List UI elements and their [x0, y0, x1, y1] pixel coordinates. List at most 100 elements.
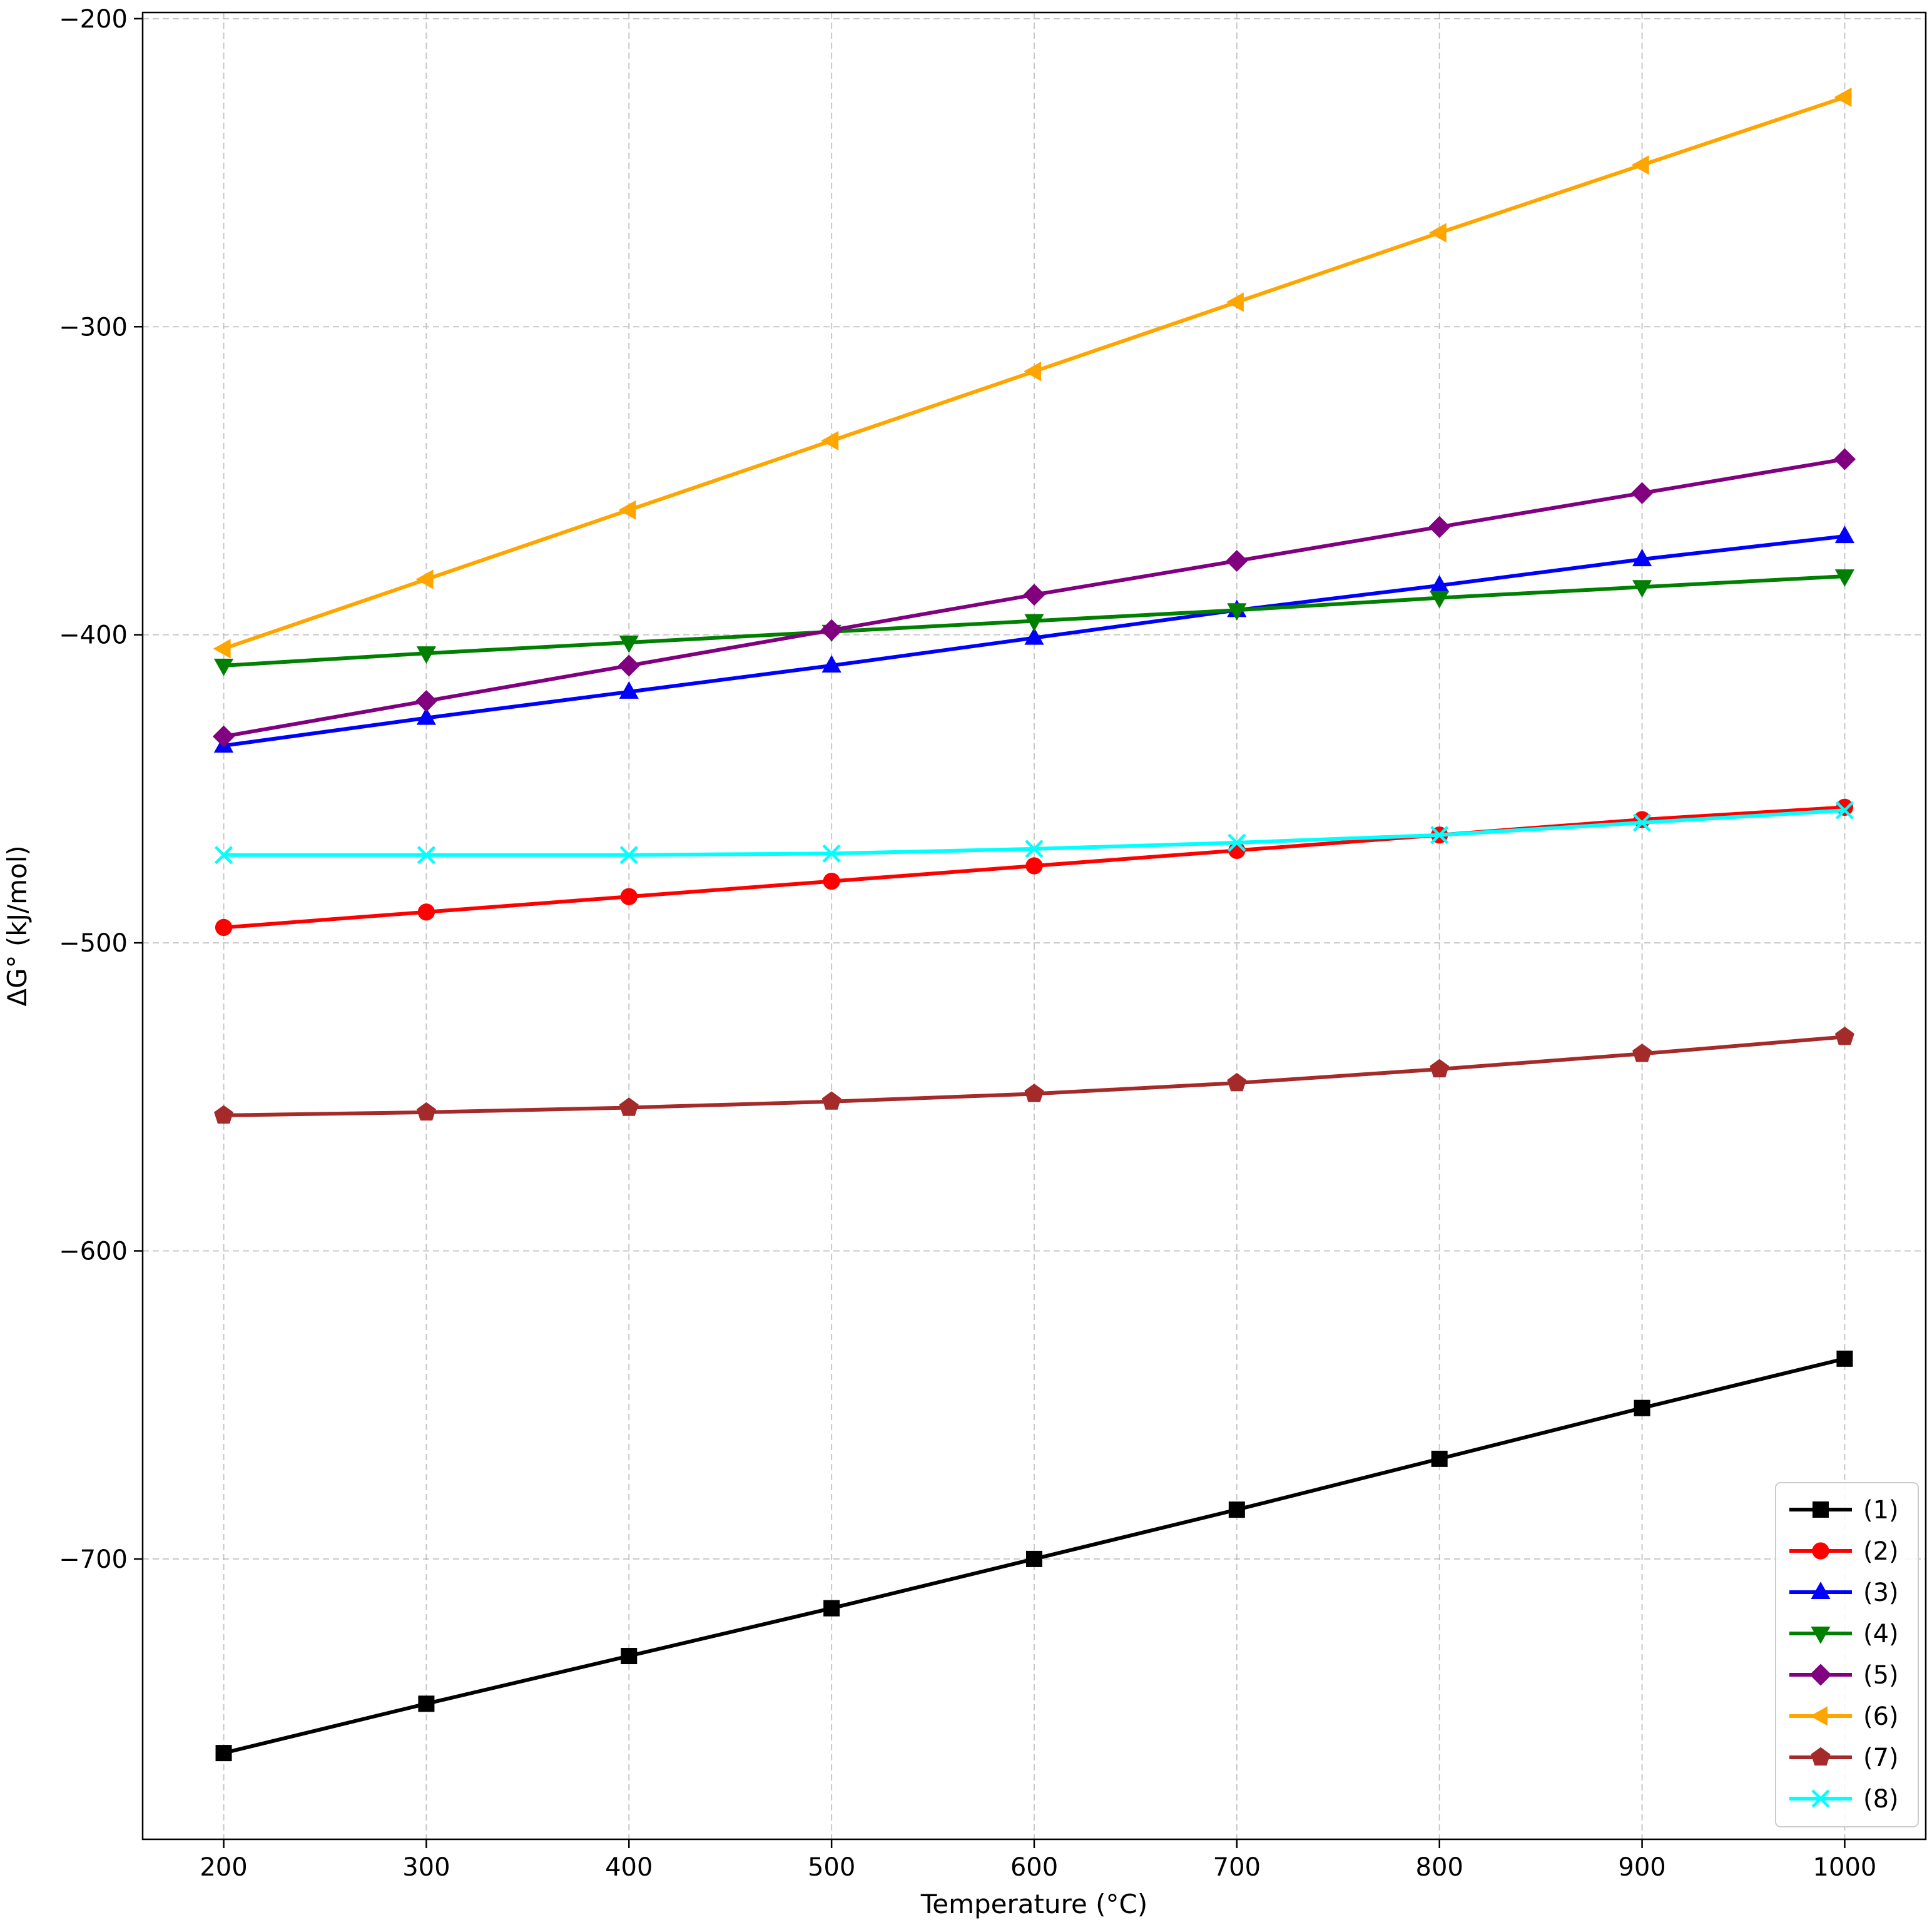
data-point — [1813, 1501, 1829, 1518]
x-tick-label: 200 — [200, 1853, 247, 1882]
data-point — [1025, 840, 1044, 858]
series-5 — [212, 448, 1856, 748]
data-point — [823, 872, 840, 890]
data-point — [213, 658, 234, 676]
data-point — [619, 681, 639, 699]
data-point — [1810, 1706, 1828, 1726]
data-point — [1430, 574, 1450, 592]
data-point — [823, 1600, 840, 1617]
data-point — [1811, 1626, 1831, 1644]
legend-item: (4) — [1789, 1620, 1899, 1648]
data-point — [1833, 448, 1856, 470]
series-6 — [213, 87, 1852, 659]
data-point — [1834, 569, 1855, 587]
data-point — [214, 1105, 233, 1124]
data-point — [417, 903, 435, 921]
data-point — [1430, 826, 1449, 845]
legend-item: (3) — [1789, 1578, 1899, 1607]
data-point — [1634, 1399, 1650, 1416]
data-point — [822, 844, 841, 863]
data-point — [1632, 549, 1652, 567]
data-point — [416, 646, 437, 664]
x-tick-label: 500 — [808, 1853, 855, 1882]
data-point — [215, 918, 233, 937]
legend-label: (2) — [1863, 1537, 1899, 1566]
data-point — [821, 1091, 841, 1110]
data-point — [1428, 516, 1451, 538]
x-tick-label: 800 — [1416, 1853, 1463, 1882]
axes: 200 300 400 500 600 700 800 900 1000 −200 −300 −400… — [59, 5, 1876, 1882]
data-point — [415, 689, 437, 713]
data-point — [214, 846, 233, 865]
marker-stroke — [214, 846, 233, 865]
data-point — [1431, 1450, 1448, 1467]
data-point — [618, 654, 640, 677]
data-point — [1024, 1084, 1044, 1102]
data-point — [418, 1695, 435, 1712]
data-point — [1632, 580, 1652, 598]
legend-item: (8) — [1789, 1785, 1899, 1814]
marker-stroke — [1811, 1789, 1830, 1808]
legend-label: (5) — [1863, 1661, 1899, 1690]
y-tick-label: −600 — [59, 1237, 128, 1266]
x-tick-label: 900 — [1618, 1853, 1665, 1882]
data-point — [1430, 591, 1450, 609]
data-point — [1228, 833, 1246, 852]
data-point — [620, 888, 638, 905]
data-point — [1835, 801, 1854, 820]
data-point — [1430, 1059, 1450, 1078]
y-tick-label: −700 — [59, 1545, 128, 1574]
data-point — [1428, 223, 1446, 243]
data-point — [618, 500, 636, 520]
data-point — [215, 1745, 232, 1762]
data-point — [619, 846, 638, 865]
legend-label: (4) — [1863, 1620, 1899, 1648]
data-point — [1811, 1789, 1830, 1808]
legend-label: (8) — [1863, 1785, 1899, 1814]
data-point — [619, 635, 639, 653]
marker-stroke — [822, 844, 841, 863]
data-point — [1812, 1542, 1829, 1560]
x-tick-label: 300 — [402, 1853, 450, 1882]
data-point — [1835, 1027, 1854, 1045]
legend-label: (7) — [1863, 1744, 1899, 1772]
data-point — [1025, 857, 1043, 875]
data-point — [1811, 1747, 1831, 1766]
data-point — [619, 1097, 639, 1116]
marker-stroke — [1632, 813, 1652, 832]
data-point — [1836, 1350, 1853, 1367]
data-point — [213, 639, 231, 659]
data-point — [1024, 614, 1044, 632]
data-point — [1632, 1044, 1652, 1062]
data-point — [1023, 584, 1045, 606]
data-point — [415, 569, 434, 589]
data-point — [1811, 1582, 1831, 1600]
marker-stroke — [1025, 840, 1044, 858]
data-point — [1228, 1501, 1245, 1518]
marker-stroke — [619, 846, 638, 865]
legend-label: (1) — [1863, 1496, 1899, 1525]
legend-label: (3) — [1863, 1578, 1899, 1607]
data-point — [212, 725, 235, 748]
x-tick-label: 1000 — [1813, 1853, 1877, 1882]
data-point — [1024, 627, 1044, 645]
data-point — [1632, 813, 1652, 832]
legend-item: (7) — [1789, 1744, 1899, 1772]
y-tick-label: −500 — [59, 929, 128, 958]
y-tick-label: −400 — [59, 621, 128, 650]
legend-box — [1775, 1482, 1919, 1827]
data-point — [1836, 798, 1854, 816]
data-point — [1834, 526, 1855, 544]
series-layer — [212, 87, 1856, 1762]
y-tick-label: −300 — [59, 313, 128, 342]
data-point — [417, 846, 436, 865]
x-tick-label: 600 — [1010, 1853, 1058, 1882]
data-point — [417, 1102, 436, 1121]
x-axis-title: Temperature (°C) — [920, 1889, 1148, 1919]
series-8 — [214, 801, 1854, 865]
data-point — [1227, 1072, 1247, 1092]
data-point — [621, 1648, 638, 1665]
data-point — [821, 430, 839, 451]
